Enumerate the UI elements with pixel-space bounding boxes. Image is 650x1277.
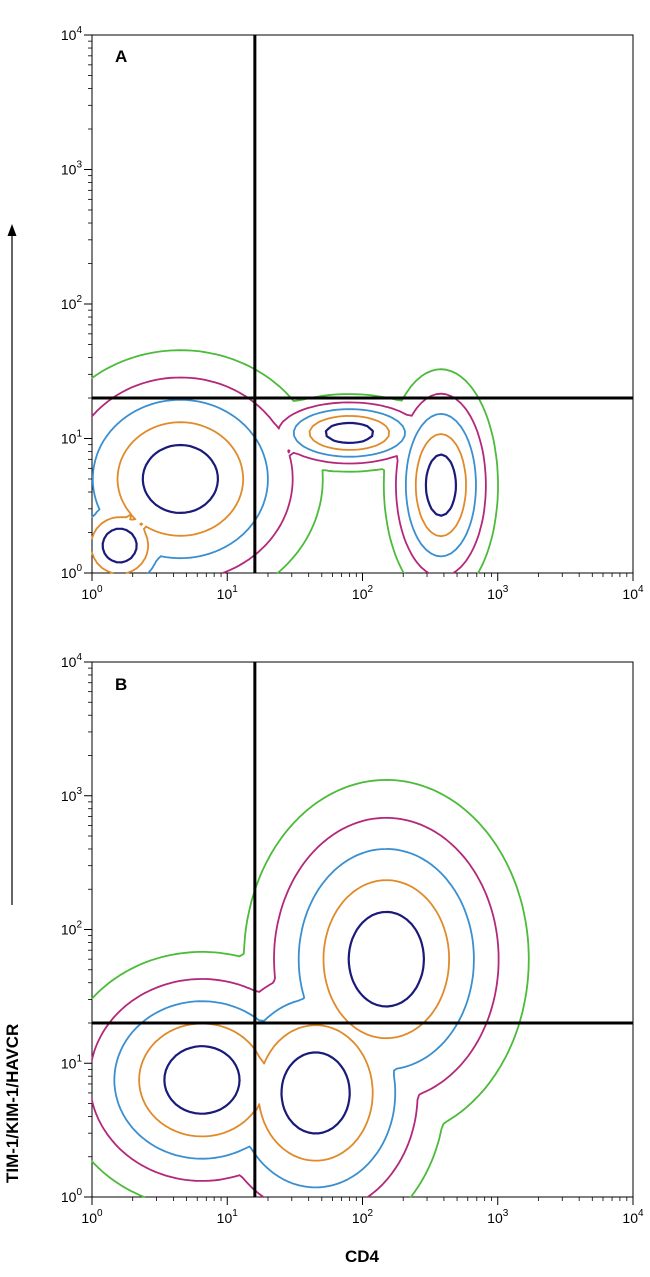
contour-level-1 bbox=[91, 779, 530, 1198]
contour-level-2 bbox=[91, 376, 487, 574]
y-tick-label: 102 bbox=[61, 294, 83, 312]
x-tick-label: 103 bbox=[487, 1208, 509, 1226]
panel-b-contours bbox=[91, 779, 530, 1198]
x-tick-label: 102 bbox=[352, 584, 374, 602]
panel-b-frame bbox=[91, 661, 634, 1198]
contour-level-4 bbox=[138, 879, 450, 1162]
y-tick-label: 100 bbox=[61, 1187, 83, 1205]
panel-a-label: A bbox=[115, 47, 127, 66]
contour-level-5 bbox=[101, 421, 458, 564]
y-tick-label: 103 bbox=[61, 160, 83, 178]
x-tick-label: 104 bbox=[622, 1208, 644, 1226]
panel-a-y-axis: 100 101 102 103 104 bbox=[61, 25, 92, 581]
y-tick-label: 103 bbox=[61, 786, 83, 804]
contour-level-2 bbox=[91, 816, 500, 1198]
y-axis-arrow-head bbox=[7, 224, 17, 236]
panel-a-x-axis: 100 101 102 103 104 bbox=[81, 573, 644, 602]
contour-level-3 bbox=[91, 398, 477, 574]
panel-b-y-axis: 100 101 102 103 104 bbox=[61, 652, 92, 1205]
contour-level-3 bbox=[113, 848, 475, 1189]
contour-level-1 bbox=[91, 349, 499, 574]
x-tick-label: 101 bbox=[217, 584, 239, 602]
panel-a-contours bbox=[91, 349, 499, 574]
y-tick-label: 101 bbox=[61, 429, 83, 447]
contour-level-5 bbox=[163, 910, 425, 1135]
panel-b-x-axis: 100 101 102 103 104 bbox=[81, 1197, 644, 1226]
panel-a-frame bbox=[91, 34, 634, 574]
y-tick-label: 104 bbox=[61, 652, 83, 670]
panel-b: B 100 101 102 103 104 100 101 102 103 104 bbox=[61, 652, 644, 1226]
x-tick-label: 101 bbox=[217, 1208, 239, 1226]
x-tick-label: 104 bbox=[622, 584, 644, 602]
x-axis-title: CD4 bbox=[345, 1247, 380, 1266]
x-tick-label: 103 bbox=[487, 584, 509, 602]
x-tick-label: 100 bbox=[81, 584, 103, 602]
panel-a: A 100 101 102 103 104 100 101 102 103 104 bbox=[61, 25, 644, 602]
y-tick-label: 102 bbox=[61, 920, 83, 938]
y-tick-label: 104 bbox=[61, 25, 83, 43]
panel-b-label: B bbox=[115, 675, 127, 694]
y-tick-label: 100 bbox=[61, 563, 83, 581]
contour-level-4 bbox=[91, 415, 467, 574]
y-axis-title: TIM-1/KIM-1/HAVCR bbox=[3, 1024, 22, 1183]
y-axis-title-group: TIM-1/KIM-1/HAVCR bbox=[3, 224, 22, 1183]
x-tick-label: 102 bbox=[352, 1208, 374, 1226]
y-tick-label: 101 bbox=[61, 1053, 83, 1071]
x-tick-label: 100 bbox=[81, 1208, 103, 1226]
